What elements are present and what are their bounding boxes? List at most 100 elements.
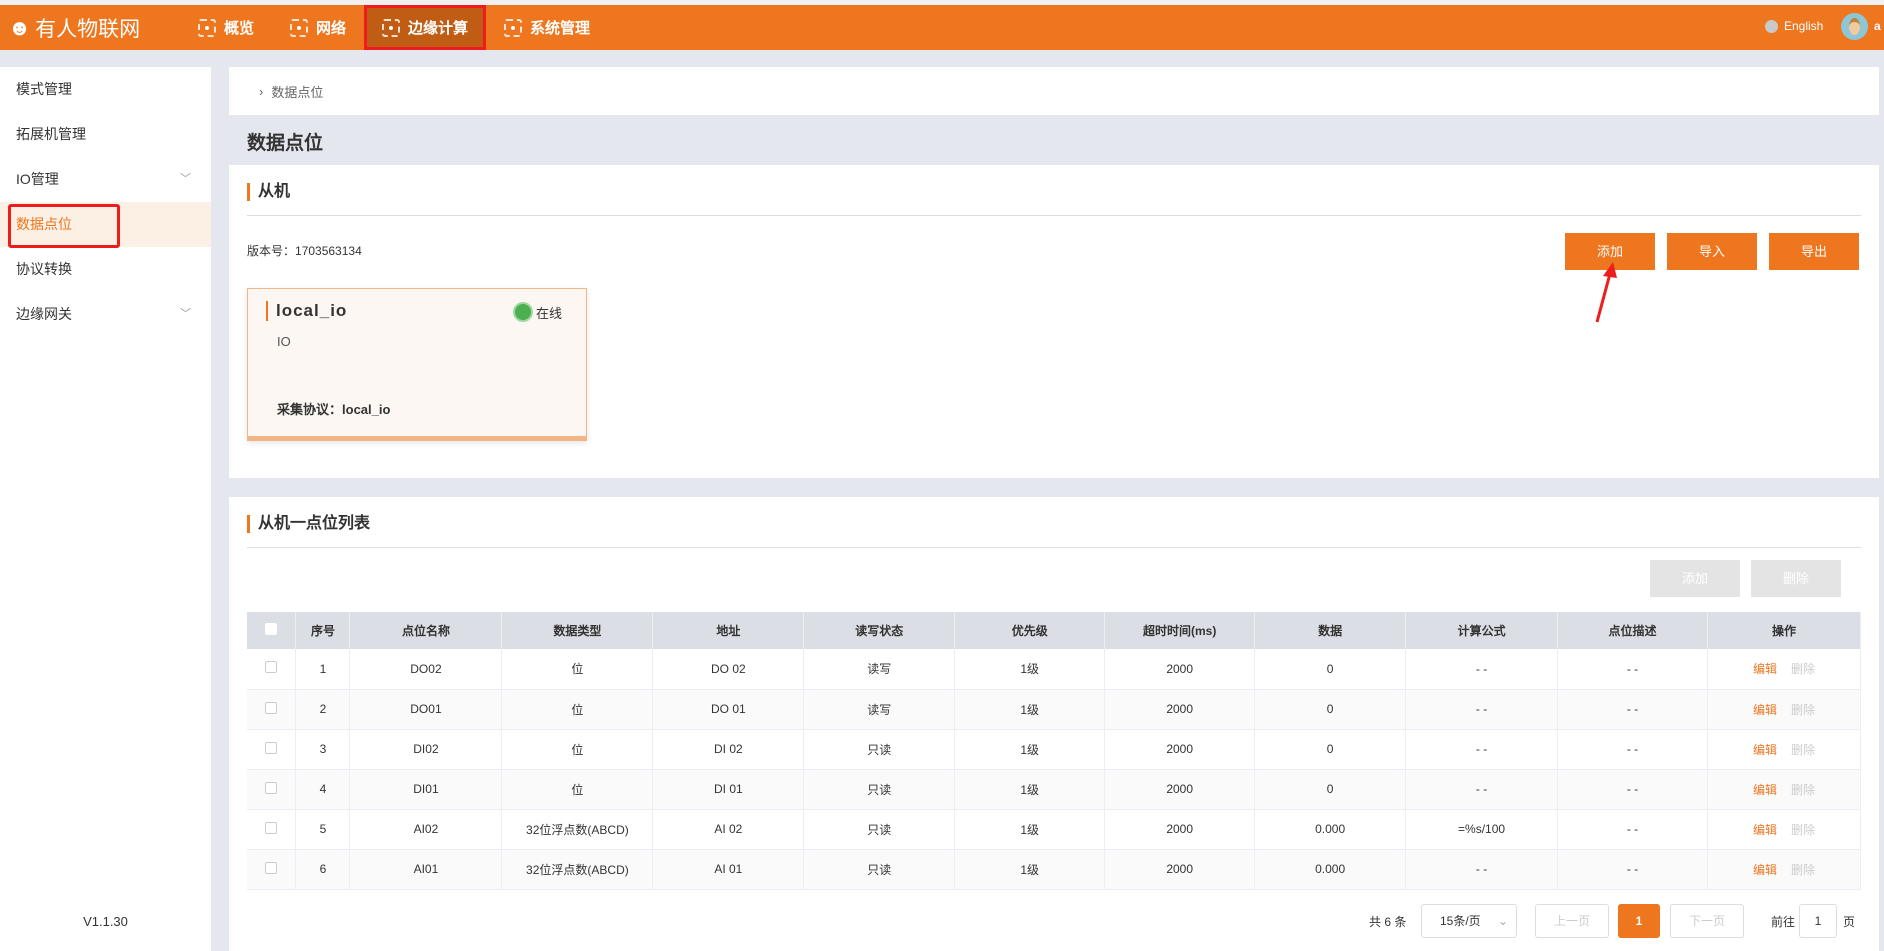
- edit-button[interactable]: 编辑: [1752, 782, 1777, 797]
- chevron-down-icon: ﹀: [180, 308, 191, 320]
- delete-button[interactable]: 删除: [1790, 662, 1815, 677]
- sidebar-item-label: 协议转换: [16, 261, 72, 277]
- row-checkbox[interactable]: [247, 809, 297, 850]
- chevron-right-icon: ›: [259, 83, 264, 99]
- table-row: 4 DI01 位 DI 01 只读 1级 2000 0- -- - 编辑 删除: [247, 769, 1862, 810]
- row-checkbox[interactable]: [247, 769, 297, 810]
- table-cell: =%s/100: [1405, 809, 1559, 850]
- export-button[interactable]: 导出: [1769, 233, 1859, 270]
- delete-button[interactable]: 删除: [1790, 742, 1815, 757]
- table-header: 序号 点位名称 数据类型 地址 读写状态 优先级 超时时间(ms) 数据 计算公…: [247, 612, 1862, 649]
- language-label: English: [1784, 19, 1824, 33]
- table-cell: 2000: [1104, 809, 1256, 850]
- nav-overview[interactable]: 概览: [180, 5, 272, 50]
- sidebar-item-edge-gateway[interactable]: 边缘网关 ﹀: [0, 292, 211, 337]
- sidebar-item-io[interactable]: IO管理 ﹀: [0, 157, 211, 202]
- logo-text: 有人物联网: [35, 18, 141, 41]
- nav-label: 概览: [224, 20, 255, 37]
- sidebar-item-label: 数据点位: [16, 216, 72, 232]
- nav-icon: [504, 18, 523, 37]
- table-cell: 6: [295, 849, 351, 890]
- import-button[interactable]: 导入: [1667, 233, 1757, 270]
- col-header: 读写状态: [803, 612, 956, 649]
- col-header: 计算公式: [1405, 612, 1559, 649]
- avatar[interactable]: [1841, 13, 1868, 40]
- table-cell: - -: [1405, 649, 1559, 690]
- nav-system[interactable]: 系统管理: [486, 5, 608, 50]
- col-header: 地址: [652, 612, 805, 649]
- table-cell: - -: [1557, 689, 1708, 730]
- table-cell: - -: [1557, 649, 1708, 690]
- col-header: 数据类型: [501, 612, 654, 649]
- table-cell: 32位浮点数(ABCD): [501, 849, 654, 890]
- next-page-button[interactable]: 下一页: [1670, 904, 1744, 938]
- globe-icon: [1765, 19, 1778, 33]
- edit-button[interactable]: 编辑: [1752, 662, 1777, 677]
- points-panel: 从机一点位列表 添加 删除 序号 点位名称 数据类型 地址 读写状态 优先级 超…: [229, 497, 1879, 951]
- table-cell: - -: [1557, 729, 1708, 770]
- table-cell: 读写: [803, 689, 956, 730]
- table-cell: 位: [501, 769, 654, 810]
- table-cell: 0.000: [1254, 809, 1407, 850]
- col-header: 优先级: [954, 612, 1106, 649]
- table-cell: 3: [295, 729, 351, 770]
- edit-button[interactable]: 编辑: [1752, 702, 1777, 717]
- nav-edge-computing[interactable]: 边缘计算: [364, 5, 487, 50]
- table-cell: DI 01: [652, 769, 805, 810]
- add-point-button[interactable]: 添加: [1650, 560, 1740, 597]
- prev-page-button[interactable]: 上一页: [1535, 904, 1609, 938]
- sidebar-item-mode[interactable]: 模式管理: [0, 67, 211, 112]
- table-cell: 只读: [803, 809, 956, 850]
- page-title: 数据点位: [247, 133, 324, 154]
- language-switch[interactable]: English: [1765, 19, 1823, 33]
- page-size-select[interactable]: 15条/页 ⌄: [1421, 904, 1517, 938]
- page-1-button[interactable]: 1: [1618, 904, 1660, 938]
- delete-points-button[interactable]: 删除: [1751, 560, 1841, 597]
- col-header: 点位描述: [1557, 612, 1708, 649]
- sidebar-item-data-points[interactable]: 数据点位: [0, 202, 211, 248]
- table-cell: 32位浮点数(ABCD): [501, 809, 654, 850]
- table-cell: 1级: [954, 689, 1106, 730]
- table-cell: 2000: [1104, 849, 1256, 890]
- row-checkbox[interactable]: [247, 729, 297, 770]
- table-cell: 1级: [954, 649, 1106, 690]
- table-cell: DI02: [349, 729, 503, 770]
- row-actions: 编辑 删除: [1707, 849, 1862, 890]
- breadcrumb: › 数据点位: [229, 67, 1879, 115]
- slave-card[interactable]: local_io 在线 IO 采集协议：local_io: [247, 288, 587, 441]
- table-cell: 只读: [803, 849, 956, 890]
- goto-page-input[interactable]: 1: [1799, 904, 1837, 938]
- table-cell: 位: [501, 689, 654, 730]
- sidebar-item-protocol[interactable]: 协议转换: [0, 247, 211, 292]
- row-checkbox[interactable]: [247, 649, 297, 690]
- edit-button[interactable]: 编辑: [1752, 822, 1777, 837]
- online-dot-icon: [513, 302, 533, 322]
- delete-button[interactable]: 删除: [1790, 702, 1815, 717]
- row-checkbox[interactable]: [247, 849, 297, 890]
- delete-button[interactable]: 删除: [1790, 782, 1815, 797]
- nav-network[interactable]: 网络: [272, 5, 364, 50]
- logo[interactable]: ☻ 有人物联网: [8, 13, 140, 43]
- username[interactable]: a: [1874, 19, 1881, 33]
- table-cell: - -: [1405, 769, 1559, 810]
- edit-button[interactable]: 编辑: [1752, 742, 1777, 757]
- sidebar-item-expansion[interactable]: 拓展机管理: [0, 112, 211, 157]
- edit-button[interactable]: 编辑: [1752, 862, 1777, 877]
- table-cell: - -: [1405, 849, 1559, 890]
- divider: [247, 547, 1861, 548]
- table-row: 1 DO02 位 DO 02 读写 1级 2000 0- -- - 编辑 删除: [247, 649, 1862, 690]
- select-all-checkbox[interactable]: [247, 612, 297, 649]
- sidebar: 模式管理 拓展机管理 IO管理 ﹀ 数据点位 协议转换 边缘网关 ﹀ V1.1.30: [0, 67, 211, 951]
- delete-button[interactable]: 删除: [1790, 862, 1815, 877]
- row-actions: 编辑 删除: [1707, 769, 1862, 810]
- col-header: 操作: [1707, 612, 1862, 649]
- col-header: 超时时间(ms): [1104, 612, 1256, 649]
- row-checkbox[interactable]: [247, 689, 297, 730]
- row-actions: 编辑 删除: [1707, 649, 1862, 690]
- delete-button[interactable]: 删除: [1790, 822, 1815, 837]
- breadcrumb-item[interactable]: 数据点位: [271, 84, 324, 100]
- table-cell: 1: [295, 649, 351, 690]
- table-cell: 2000: [1104, 649, 1256, 690]
- status-text: 在线: [536, 305, 563, 321]
- add-slave-button[interactable]: 添加: [1565, 233, 1655, 270]
